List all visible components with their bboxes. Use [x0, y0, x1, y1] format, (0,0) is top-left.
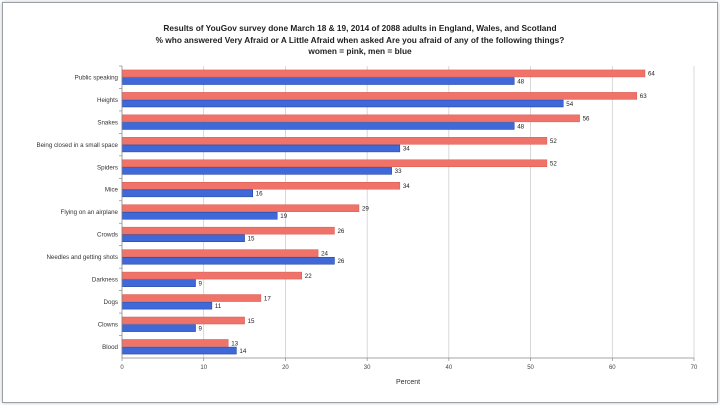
data-label-men: 48 [517, 78, 524, 85]
category-label: Blood [102, 344, 118, 351]
data-label-women: 63 [640, 93, 647, 100]
bar-women [121, 181, 401, 190]
category-label: Spiders [97, 164, 118, 171]
category-label: Public speaking [75, 74, 119, 81]
x-tick-label: 40 [446, 365, 453, 371]
bar-women [121, 137, 548, 145]
bar-women [121, 114, 580, 123]
chart-title: Results of YouGov survey done March 18 &… [163, 23, 557, 33]
bar-men [121, 346, 237, 355]
x-tick-label: 30 [364, 365, 371, 371]
bar-women [121, 339, 229, 347]
chart-subtitle: % who answered Very Afraid or A Little A… [155, 34, 565, 45]
bar-men [121, 189, 253, 198]
bar-women [121, 271, 303, 280]
x-tick-label: 10 [200, 365, 207, 371]
x-tick-label: 70 [691, 365, 698, 371]
gridlines [203, 66, 695, 358]
data-label-women: 24 [321, 250, 328, 257]
category-label: Darkness [92, 277, 118, 284]
bar-men [121, 301, 213, 310]
data-label-men: 14 [239, 348, 246, 355]
category-label: Flying on an airplane [61, 209, 119, 216]
data-label-women: 17 [264, 295, 271, 302]
category-label: Snakes [97, 119, 118, 126]
bar-women [121, 249, 319, 257]
data-label-men: 48 [517, 123, 524, 130]
x-tick-label: 20 [282, 365, 289, 371]
bar-women [121, 226, 335, 235]
bar-women [121, 69, 646, 78]
data-label-women: 29 [362, 206, 369, 213]
bar-women [121, 204, 360, 212]
data-label-women: 22 [305, 273, 312, 280]
x-tick-label: 0 [120, 365, 124, 371]
bar-men [121, 77, 515, 85]
bar-women [121, 159, 548, 168]
bar-men [121, 167, 392, 175]
data-label-women: 13 [231, 340, 238, 347]
data-label-men: 9 [199, 325, 203, 332]
bar-men [121, 324, 196, 332]
bar-women [121, 92, 638, 100]
data-label-men: 19 [280, 213, 287, 220]
data-label-men: 34 [403, 146, 410, 153]
data-label-men: 54 [566, 101, 573, 108]
chart-titles: Results of YouGov survey done March 18 &… [0, 23, 720, 58]
category-label: Being closed in a small space [36, 142, 118, 149]
chart-legend-note: women = pink, men = blue [308, 46, 412, 56]
axes: 0 10 20 30 40 50 60 70 Public speaking Heights Sna… [36, 65, 698, 371]
data-label-women: 15 [248, 318, 255, 325]
bar-men [121, 99, 564, 108]
data-label-women: 52 [550, 161, 557, 168]
data-label-men: 11 [215, 303, 222, 310]
bar-women [121, 294, 262, 302]
data-label-men: 16 [256, 191, 263, 198]
bars: 64 48 63 54 56 48 52 34 52 33 34 16 29 19 26 15 24 26 22 9 1… [121, 69, 655, 355]
data-label-men: 9 [199, 280, 203, 287]
bar-men [121, 122, 515, 130]
x-tick-label: 60 [609, 365, 616, 371]
bar-men [121, 256, 335, 265]
category-label: Needles and getting shots [46, 254, 118, 261]
data-label-men: 15 [248, 236, 255, 243]
x-axis-label: Percent [396, 379, 420, 386]
data-label-men: 33 [395, 168, 402, 175]
category-label: Crowds [97, 232, 118, 239]
x-tick-label: 50 [527, 365, 534, 371]
data-label-men: 26 [337, 258, 344, 265]
category-label: Dogs [104, 299, 118, 306]
bar-men [121, 234, 245, 243]
data-label-women: 26 [337, 228, 344, 235]
bar-men [121, 212, 278, 220]
data-label-women: 56 [583, 116, 590, 123]
data-label-women: 34 [403, 183, 410, 190]
data-label-women: 64 [648, 71, 655, 78]
category-label: Mice [105, 187, 119, 194]
data-label-women: 52 [550, 138, 557, 145]
category-label: Clowns [98, 322, 118, 329]
bar-men [121, 279, 196, 287]
bar-women [121, 316, 245, 325]
category-label: Heights [97, 97, 118, 104]
bar-men [121, 144, 401, 153]
